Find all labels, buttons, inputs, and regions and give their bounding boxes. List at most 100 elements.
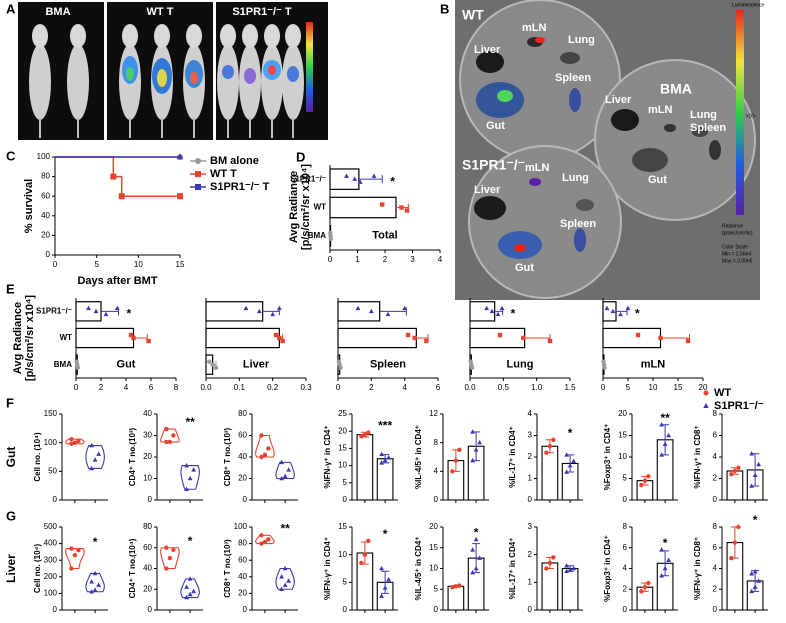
data-point [473, 565, 479, 571]
data-point [602, 365, 607, 370]
legend-marker [195, 158, 201, 164]
organ-label: Liver [474, 184, 501, 196]
organ [574, 228, 586, 252]
data-point [72, 440, 78, 445]
data-point [207, 359, 212, 364]
y-tick-label: 200 [44, 572, 58, 581]
colorbar-text: Radiance [722, 223, 743, 229]
organ-label: S1PR1⁻/⁻ [462, 157, 525, 173]
data-point [89, 465, 95, 471]
data-point [450, 469, 455, 474]
panel-letter: F [6, 395, 14, 410]
mouse-head [242, 24, 258, 48]
dish [594, 59, 756, 221]
y-tick-label: 15 [338, 522, 347, 531]
organ [529, 178, 541, 186]
data-point [625, 305, 631, 311]
data-point [659, 422, 665, 427]
y-tick-label: 15 [338, 444, 347, 453]
data-point [69, 566, 74, 571]
y-tick-label: 8 [713, 409, 718, 418]
legend-label: WT [714, 387, 731, 399]
data-point [521, 335, 526, 341]
data-point [473, 447, 479, 452]
y-tick-label: 10 [618, 452, 627, 461]
data-point [470, 547, 476, 552]
y-axis-label: %IFN-γ⁺ in CD4⁺ [323, 425, 332, 488]
bar [356, 434, 374, 501]
bar [602, 327, 662, 349]
data-point [477, 440, 483, 445]
y-tick-label: 80 [238, 409, 247, 418]
data-point [379, 565, 385, 571]
data-point [210, 362, 215, 367]
significance: ** [280, 521, 290, 535]
group-label: BMA [45, 6, 70, 18]
y-tick-label: 10 [143, 474, 152, 483]
x-tick-label: 8 [174, 383, 179, 392]
y-tick-label: 4 [528, 409, 533, 418]
data-point [470, 457, 476, 463]
organ [497, 90, 513, 102]
bar [541, 445, 559, 501]
data-point [282, 582, 288, 587]
data-point [424, 338, 429, 344]
y-tick-label: 20 [429, 522, 438, 531]
data-point [191, 467, 197, 472]
data-point [164, 566, 169, 571]
y-axis-label: CD4⁺ T no.(10³) [128, 427, 137, 486]
panel-letter: C [6, 148, 16, 163]
data-point [567, 462, 573, 468]
row-label: Liver [4, 554, 18, 583]
data-point [262, 539, 268, 545]
x-tick-label: 10 [649, 383, 658, 392]
data-point [280, 338, 285, 344]
category-label: S1PR1⁻/⁻ [290, 174, 326, 183]
y-axis-label: CD8⁺ T no.(10³) [223, 539, 232, 598]
organ [474, 196, 506, 220]
data-point [187, 576, 193, 581]
data-point [453, 584, 459, 589]
signal-blob [157, 69, 167, 87]
y-tick-label: 15 [618, 431, 627, 440]
data-point [642, 478, 648, 483]
x-tick-label: 4 [124, 383, 129, 392]
data-point [729, 555, 734, 561]
y-axis-label: Avg Radiance [288, 171, 300, 243]
data-point [646, 580, 651, 586]
data-point [567, 567, 573, 572]
significance: * [568, 426, 573, 440]
signal-blob [244, 68, 256, 84]
y-axis-label: CD4⁺ T no.(10⁴) [128, 538, 137, 598]
y-tick-label: 5 [623, 474, 628, 483]
x-tick-label: 0.2 [267, 383, 279, 392]
data-point [380, 202, 385, 207]
category-label: BMA [54, 360, 72, 369]
colorbar-text: Luminescence [732, 2, 764, 8]
data-point [266, 537, 271, 542]
organ [535, 37, 545, 43]
y-tick-label: 80 [238, 539, 247, 548]
y-tick-label: 0 [623, 605, 628, 614]
mouse-body [217, 44, 239, 120]
signal-blob [126, 67, 134, 81]
data-point [357, 179, 363, 184]
y-tick-label: 100 [44, 589, 58, 598]
data-point [171, 433, 176, 438]
y-tick-label: 0 [343, 605, 348, 614]
mouse-body [29, 44, 51, 120]
organ-label: Liver [474, 44, 501, 56]
bar [447, 585, 465, 611]
data-point [171, 547, 176, 553]
x-axis-label: Days after BMT [77, 275, 157, 287]
data-point [666, 432, 672, 438]
data-point [571, 565, 577, 571]
data-point [484, 305, 490, 311]
x-tick-label: 4 [438, 255, 443, 264]
data-point [371, 173, 377, 178]
significance: * [390, 174, 395, 188]
data-point [379, 460, 385, 465]
data-point [286, 467, 292, 472]
data-point [328, 236, 334, 242]
legend-label: S1PR1⁻/⁻ [714, 400, 764, 412]
